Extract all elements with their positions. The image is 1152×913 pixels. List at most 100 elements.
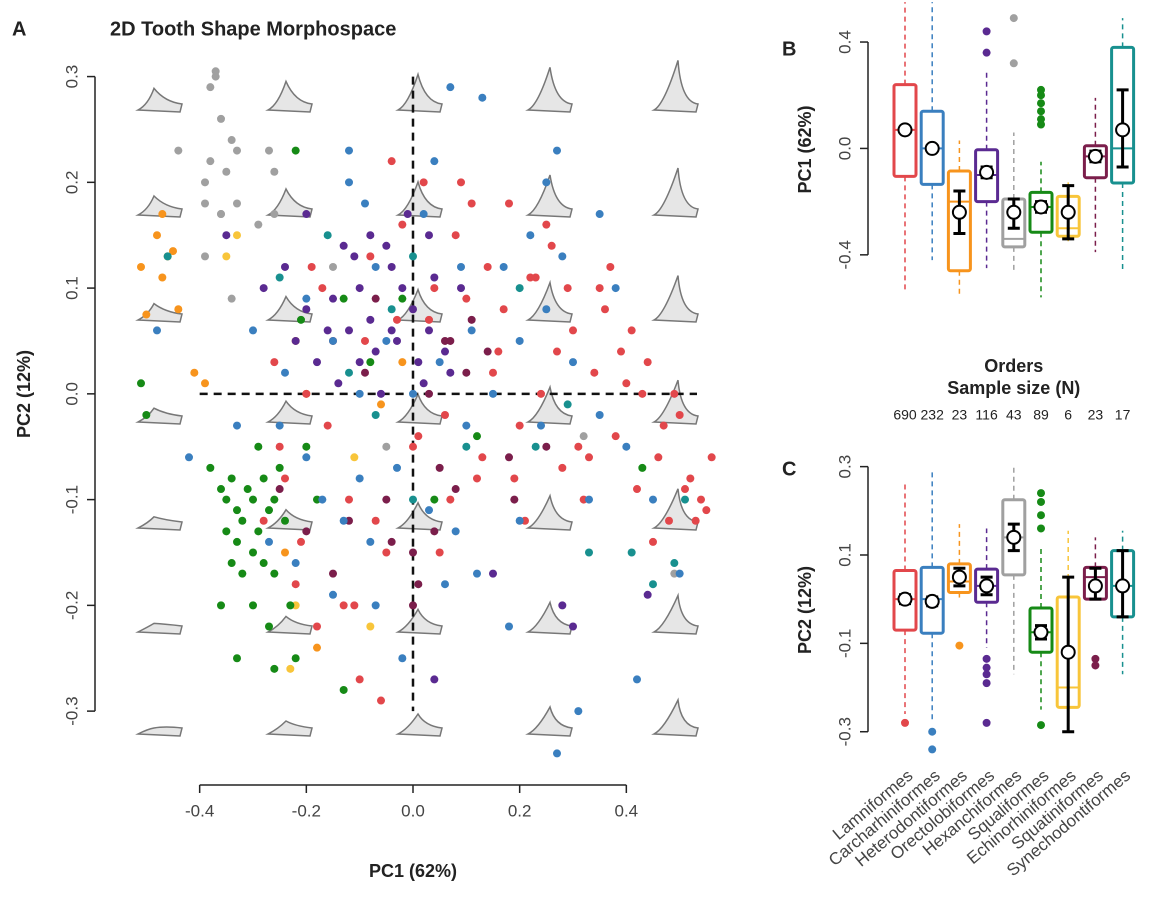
outlier [955,641,964,650]
point [371,347,380,356]
point [291,146,300,155]
tooth-outline [135,86,183,113]
point [398,654,407,663]
point [505,453,513,462]
point [259,284,268,293]
point [393,463,401,472]
tooth-outline [651,167,699,218]
point [579,432,588,441]
point [233,421,241,430]
point [601,305,609,314]
panel-label: A [12,18,26,40]
point [222,527,231,536]
tooth-outline [525,384,573,425]
point [313,643,321,652]
y-tick-label: 0.0 [62,382,81,406]
sample-size: 89 [1033,407,1049,423]
mean [897,591,913,607]
point [483,262,492,271]
tooth-outline [525,493,573,531]
point [259,516,268,525]
point [478,453,487,462]
outlier [1009,59,1018,68]
tooth-outline [525,704,573,737]
x-tick-label: 0.0 [401,801,425,820]
outlier [1091,661,1100,670]
point [361,336,369,345]
point [665,516,673,525]
point [441,580,449,589]
point [206,463,215,472]
point [462,368,471,377]
tooth-outline [395,607,443,635]
point [158,273,167,282]
point [702,506,711,515]
mean [1033,199,1049,215]
point [222,231,231,240]
point [243,485,252,494]
mean [1006,529,1022,545]
point [233,231,241,240]
tooth-outline [265,615,313,635]
point [169,247,177,256]
point [451,527,460,536]
point [265,146,273,155]
mean [1033,624,1049,640]
point [409,442,417,451]
sample-size: 17 [1115,407,1131,423]
point [249,495,257,504]
point [681,495,689,504]
point [302,442,311,451]
point [446,368,455,377]
point [254,527,263,536]
point [425,389,433,398]
point [217,485,225,494]
point [350,252,359,261]
mean [924,140,940,156]
tooth-outline [265,294,313,323]
point [153,231,161,240]
point [387,157,396,166]
tooth-outline [135,622,183,635]
point [515,336,524,345]
point [371,262,380,271]
sample-size: 116 [975,407,998,423]
point [585,548,593,557]
point [649,537,657,546]
point [174,305,183,314]
tooth-outline [265,187,313,218]
point [329,336,337,345]
y-tick-label: 0.2 [62,171,81,195]
mean [1006,204,1022,220]
point [355,358,364,367]
point [409,252,417,261]
point [217,601,225,610]
point [270,167,279,176]
point [414,432,423,441]
point [366,231,375,240]
point [473,474,481,483]
point [467,315,476,324]
point [377,696,385,705]
point [345,368,353,377]
point [233,537,241,546]
panel-label: C [782,458,796,480]
point [409,389,417,398]
point [355,675,364,684]
point [697,495,705,504]
y-tick-label: -0.4 [835,240,854,269]
point [318,495,327,504]
point [649,495,657,504]
point [249,326,257,335]
point [302,210,311,219]
point [425,231,433,240]
point [201,178,209,187]
point [446,495,455,504]
point [259,559,268,568]
point [233,146,241,155]
point [515,516,524,525]
point [291,654,300,663]
outlier [1037,524,1045,533]
y-tick-label: 0.0 [835,137,854,161]
point [366,252,375,261]
